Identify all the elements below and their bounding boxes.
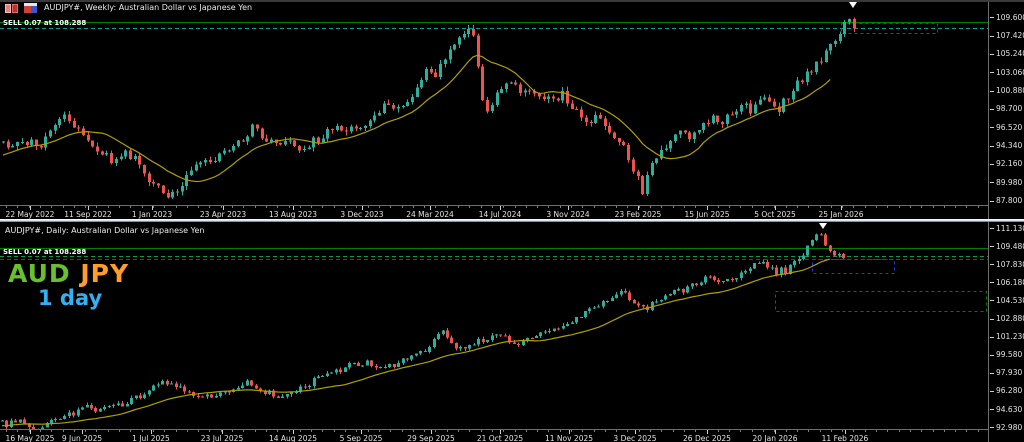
- moving-average-line: [2, 54, 831, 183]
- price-tick-label: 105.240: [996, 49, 1024, 59]
- date-tick-label: 21 Oct 2025: [476, 434, 524, 442]
- price-tick-label: 97.930: [996, 368, 1023, 378]
- arrow-marker: [849, 2, 857, 8]
- price-tick-label: 103.060: [996, 67, 1024, 77]
- price-tick-label: 89.980: [996, 177, 1023, 187]
- chart-title: AUDJPY#, Daily: Australian Dollar vs Jap…: [5, 226, 205, 235]
- daily-chart-plot-area[interactable]: AUDJPY#, Daily: Australian Dollar vs Jap…: [0, 222, 988, 429]
- watermark-quote-currency: JPY: [80, 259, 130, 288]
- date-tick-label: 3 Dec 2025: [613, 434, 657, 442]
- time-axis[interactable]: 22 May 2022 11 Sep 2022 1 Jan 2023 23 Apr 2…: [0, 205, 1024, 219]
- date-tick-label: 23 Feb 2025: [614, 210, 662, 219]
- price-tick-label: 92.980: [996, 422, 1023, 432]
- date-tick-label: 15 Jun 2025: [684, 210, 730, 219]
- weekly-chart-window[interactable]: AUDJPY#, Weekly: Australian Dollar vs Ja…: [0, 0, 1024, 219]
- daily-chart-window[interactable]: AUDJPY#, Daily: Australian Dollar vs Jap…: [0, 222, 1024, 442]
- date-tick-label: 9 Jun 2025: [61, 434, 103, 442]
- date-tick-label: 5 Sep 2025: [339, 434, 383, 442]
- price-tick-label: 107.830: [996, 259, 1024, 269]
- price-tick-label: 109.600: [996, 12, 1024, 22]
- date-tick-label: 22 May 2022: [5, 210, 55, 219]
- consolidation-rectangle-blue: [812, 259, 895, 274]
- date-tick-label: 16 May 2025: [5, 434, 55, 442]
- date-tick-label: 13 Aug 2023: [268, 210, 318, 219]
- date-tick-label: 11 Sep 2022: [64, 210, 112, 219]
- date-tick-label: 26 Dec 2025: [683, 434, 731, 442]
- date-tick-label: 11 Feb 2026: [821, 434, 869, 442]
- date-tick-label: 25 Jan 2026: [818, 210, 864, 219]
- arrow-marker: [819, 223, 827, 229]
- open-position-label: SELL 0.07 at 108.288: [3, 19, 87, 27]
- panel-separator[interactable]: [0, 219, 1024, 222]
- date-tick-label: 3 Nov 2024: [546, 210, 590, 219]
- date-tick-label: 24 Mar 2024: [406, 210, 454, 219]
- price-tick-label: 101.230: [996, 332, 1024, 342]
- price-axis[interactable]: 109.600 107.420 105.240 103.060 100.880 98.70…: [988, 0, 1024, 219]
- watermark-period: 1 day: [38, 286, 103, 311]
- chart-window-icon: [24, 3, 37, 13]
- window-top-edge: [0, 0, 1024, 2]
- date-tick-label: 20 Jan 2026: [752, 434, 798, 442]
- date-tick-label: 23 Apr 2023: [199, 210, 247, 219]
- date-tick-label: 23 Jul 2025: [200, 434, 244, 442]
- candlestick-chart: [0, 223, 988, 429]
- date-tick-label: 1 Jan 2023: [131, 210, 173, 219]
- candlestick-chart: [0, 2, 988, 199]
- price-tick-label: 94.340: [996, 141, 1023, 151]
- date-tick-label: 11 Nov 2025: [544, 434, 594, 442]
- price-tick-label: 106.180: [996, 277, 1024, 287]
- price-tick-label: 111.130: [996, 223, 1024, 233]
- open-position-label: SELL 0.07 at 108.288: [3, 248, 87, 256]
- chart-bars-icon: [5, 4, 18, 13]
- price-tick-label: 87.800: [996, 196, 1023, 205]
- price-tick-label: 98.700: [996, 104, 1023, 114]
- chart-watermark: AUD JPY 1 day: [8, 259, 130, 311]
- date-tick-label: 3 Dec 2023: [340, 210, 384, 219]
- price-tick-label: 109.480: [996, 241, 1024, 251]
- date-tick-label: 5 Oct 2025: [754, 210, 796, 219]
- date-tick-label: 1 Jul 2025: [132, 434, 170, 442]
- price-tick-label: 99.580: [996, 350, 1023, 360]
- price-axis[interactable]: 111.130 109.480 107.830 106.180 104.530 102.8…: [988, 222, 1024, 442]
- price-tick-label: 96.280: [996, 386, 1023, 396]
- price-tick-label: 104.530: [996, 295, 1024, 305]
- weekly-chart-plot-area[interactable]: AUDJPY#, Weekly: Australian Dollar vs Ja…: [0, 0, 988, 205]
- price-tick-label: 107.420: [996, 31, 1024, 41]
- price-tick-label: 100.880: [996, 86, 1024, 96]
- supply-zone-rectangle: [841, 23, 938, 34]
- chart-title: AUDJPY#, Weekly: Australian Dollar vs Ja…: [44, 3, 253, 12]
- price-tick-label: 102.880: [996, 314, 1024, 323]
- price-tick-label: 94.630: [996, 404, 1023, 414]
- date-tick-label: 14 Aug 2025: [268, 434, 318, 442]
- watermark-base-currency: AUD: [8, 259, 71, 288]
- moving-average-line: [1, 258, 830, 427]
- date-tick-label: 29 Sep 2025: [407, 434, 455, 442]
- date-tick-label: 14 Jul 2024: [478, 210, 522, 219]
- demand-zone-rectangle-green: [775, 291, 987, 312]
- price-tick-label: 92.160: [996, 159, 1023, 169]
- time-axis[interactable]: 16 May 2025 9 Jun 2025 1 Jul 2025 23 Jul 20…: [0, 429, 1024, 442]
- price-tick-label: 96.520: [996, 122, 1023, 132]
